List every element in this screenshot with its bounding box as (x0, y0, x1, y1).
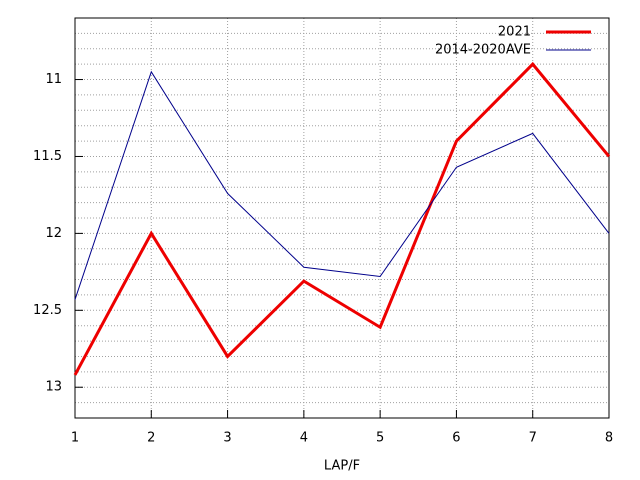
legend-label: 2014-2020AVE (435, 43, 531, 58)
plot-border (74, 17, 610, 419)
x-tick-label: 2 (147, 431, 155, 446)
series-line (74, 70, 610, 300)
x-tick-label: 3 (223, 431, 231, 446)
y-tick-label: 13 (45, 380, 62, 395)
y-tick-label: 12.5 (33, 303, 62, 318)
series-line (73, 61, 611, 376)
x-tick-label: 4 (300, 431, 308, 446)
x-tick-label: 1 (71, 431, 79, 446)
y-tick-label: 11 (45, 72, 62, 87)
x-tick-label: 6 (452, 431, 460, 446)
x-tick-label: 7 (529, 431, 537, 446)
x-tick-label: 8 (605, 431, 613, 446)
y-tick-label: 12 (45, 226, 62, 241)
x-tick-label: 5 (376, 431, 384, 446)
y-tick-label: 11.5 (33, 149, 62, 164)
x-axis-label: LAP/F (324, 459, 360, 474)
legend-label: 2021 (498, 25, 531, 40)
